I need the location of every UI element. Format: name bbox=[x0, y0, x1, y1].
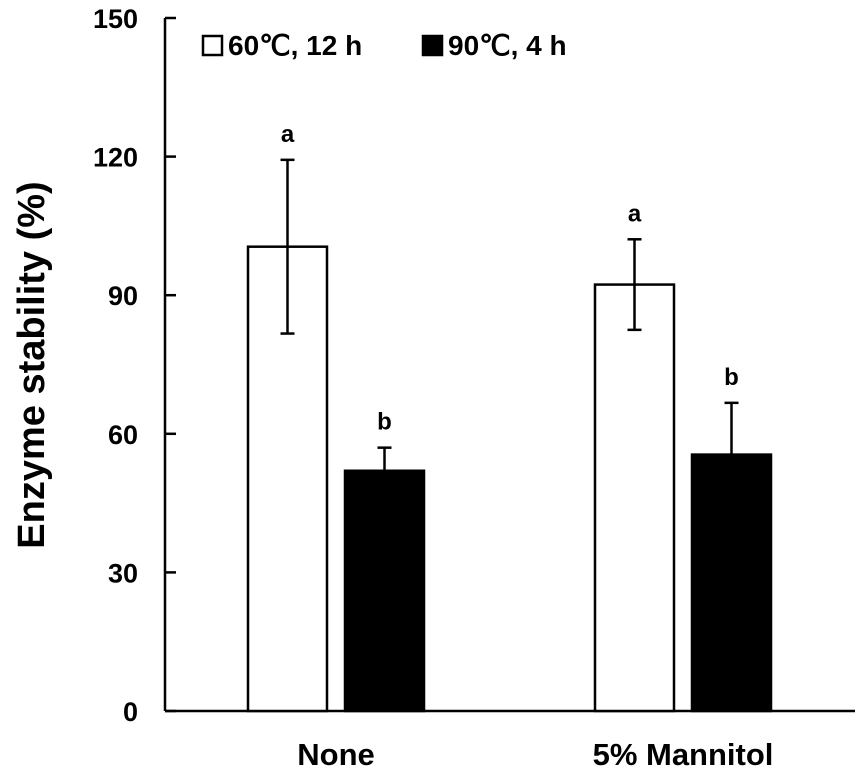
bar-90c-none bbox=[343, 469, 426, 713]
significance-label: b bbox=[377, 409, 392, 436]
category-label: None bbox=[297, 737, 375, 772]
y-axis-title: Enzyme stability (%) bbox=[11, 181, 53, 548]
category-labels: None 5% Mannitol bbox=[297, 737, 773, 772]
y-tick-label: 90 bbox=[108, 281, 138, 311]
bars: a b a b bbox=[246, 121, 773, 713]
y-ticks: 0 30 60 90 120 150 bbox=[93, 4, 176, 727]
y-tick-label: 30 bbox=[108, 558, 138, 588]
legend-label-90c: 90℃, 4 h bbox=[448, 30, 567, 61]
category-label: 5% Mannitol bbox=[593, 737, 774, 772]
significance-label: b bbox=[724, 364, 739, 391]
legend-swatch-60c bbox=[201, 34, 224, 57]
bar-60c-mannitol bbox=[593, 283, 676, 713]
significance-label: a bbox=[628, 200, 642, 227]
bar-90c-mannitol bbox=[690, 453, 773, 713]
y-axis: 0 30 60 90 120 150 bbox=[93, 4, 176, 727]
y-tick-label: 60 bbox=[108, 420, 138, 450]
y-tick-label: 0 bbox=[123, 697, 138, 727]
legend-label-60c: 60℃, 12 h bbox=[228, 30, 362, 61]
legend-swatch-90c bbox=[421, 34, 444, 57]
y-tick-label: 120 bbox=[93, 143, 138, 173]
significance-label: a bbox=[281, 121, 295, 148]
legend: 60℃, 12 h 90℃, 4 h bbox=[201, 30, 567, 61]
y-tick-label: 150 bbox=[93, 4, 138, 34]
